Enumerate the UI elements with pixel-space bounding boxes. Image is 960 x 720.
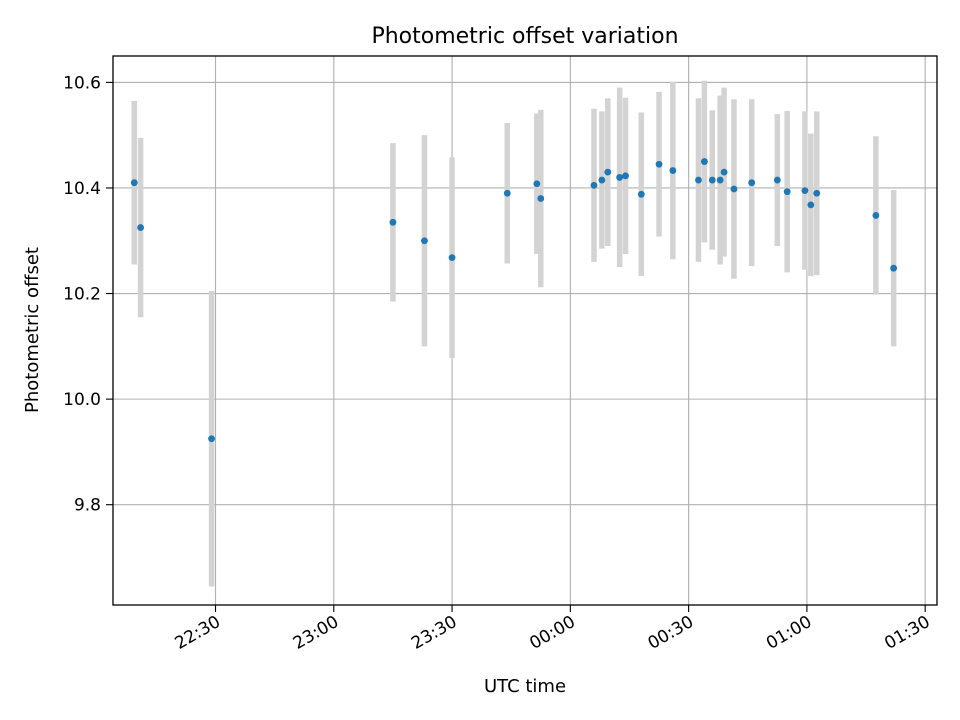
chart-title: Photometric offset variation bbox=[371, 24, 678, 49]
data-point bbox=[130, 179, 138, 187]
data-point bbox=[389, 218, 397, 226]
data-point bbox=[730, 185, 738, 193]
y-tick-label: 10.2 bbox=[63, 285, 101, 305]
data-point bbox=[783, 188, 791, 196]
data-point bbox=[890, 264, 898, 272]
data-point bbox=[801, 187, 809, 195]
y-tick-label: 9.8 bbox=[74, 496, 101, 516]
data-point bbox=[813, 189, 821, 197]
data-point bbox=[655, 160, 663, 168]
data-point bbox=[773, 176, 781, 184]
axis-ticks: 22:30 23:00 23:30 00:00 00:30 01:00 01:309.810… bbox=[63, 73, 934, 653]
data-point bbox=[637, 190, 645, 198]
data-point bbox=[503, 189, 511, 197]
plot-frame bbox=[112, 55, 938, 606]
data-point bbox=[700, 158, 708, 165]
data-point bbox=[720, 168, 728, 176]
data-point bbox=[669, 167, 677, 174]
data-points bbox=[130, 158, 898, 443]
data-point bbox=[590, 181, 598, 189]
data-point bbox=[616, 174, 624, 181]
x-axis-label: UTC time bbox=[484, 676, 566, 697]
data-point bbox=[716, 176, 724, 184]
data-point bbox=[695, 176, 702, 184]
y-tick-label: 10.0 bbox=[63, 390, 101, 410]
data-point bbox=[604, 168, 612, 176]
data-point bbox=[598, 176, 606, 184]
data-point bbox=[137, 224, 144, 231]
data-point bbox=[448, 254, 456, 262]
data-point bbox=[208, 435, 215, 443]
data-point bbox=[533, 180, 541, 188]
y-tick-label: 10.6 bbox=[63, 73, 101, 93]
data-point bbox=[421, 237, 428, 245]
data-point bbox=[872, 212, 880, 219]
data-point bbox=[537, 195, 545, 202]
data-point bbox=[622, 172, 629, 180]
data-point bbox=[748, 179, 756, 187]
y-tick-label: 10.4 bbox=[63, 179, 101, 199]
y-axis-label: Photometric offset bbox=[22, 247, 43, 413]
data-point bbox=[807, 201, 815, 209]
data-point bbox=[708, 176, 716, 184]
